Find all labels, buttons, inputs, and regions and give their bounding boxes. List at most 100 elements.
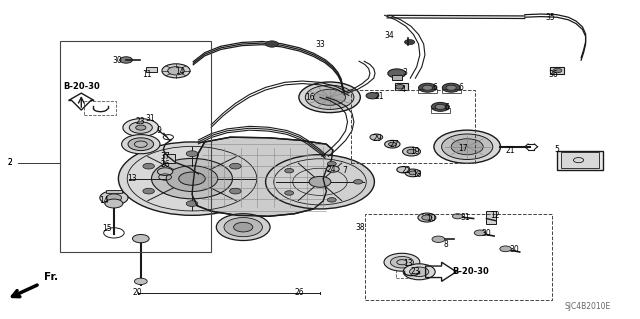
Bar [365,214,552,300]
Circle shape [422,215,432,220]
Circle shape [134,278,147,285]
Circle shape [474,230,486,236]
Text: 13: 13 [127,174,137,183]
Circle shape [162,64,190,78]
Text: 5: 5 [554,145,559,154]
Circle shape [234,222,253,232]
Circle shape [136,125,146,130]
Circle shape [157,168,173,175]
Bar [442,89,461,93]
Text: 22: 22 [402,167,411,175]
Bar [395,83,408,90]
Text: 6: 6 [444,103,449,112]
Circle shape [120,57,132,63]
Circle shape [442,83,460,92]
Circle shape [305,85,354,109]
Circle shape [405,169,420,177]
Circle shape [179,172,205,185]
Circle shape [327,198,336,202]
Circle shape [500,246,511,252]
Circle shape [100,191,128,205]
Circle shape [285,168,294,173]
Text: 9: 9 [156,126,161,135]
Text: Fr.: Fr. [44,272,58,282]
Text: 30: 30 [112,56,122,65]
Bar [392,75,402,80]
Circle shape [388,69,406,78]
Circle shape [403,264,435,280]
Circle shape [122,135,160,154]
Circle shape [326,166,339,172]
Circle shape [166,166,218,191]
Circle shape [384,253,420,271]
Text: B-20-30: B-20-30 [452,267,489,276]
Text: 36: 36 [548,70,559,78]
Circle shape [409,171,417,175]
Text: 6: 6 [458,83,463,92]
Circle shape [230,163,241,169]
Circle shape [410,267,429,277]
Text: 23: 23 [410,267,420,276]
Text: 13: 13 [403,259,413,268]
Text: 38: 38 [355,223,365,232]
Text: 35: 35 [545,13,556,22]
Circle shape [105,199,123,208]
Text: 33: 33 [315,40,325,48]
Text: 21: 21 [374,92,383,101]
Bar [60,41,211,252]
Text: 14: 14 [175,67,186,76]
Circle shape [143,163,154,169]
Text: 30: 30 [509,245,519,254]
Circle shape [553,68,562,73]
Text: 15: 15 [102,224,112,233]
Circle shape [396,85,404,89]
Text: 31: 31 [460,213,470,222]
Text: 14: 14 [99,197,109,205]
Text: 29: 29 [372,134,382,143]
Circle shape [123,119,159,137]
Circle shape [403,147,420,156]
Bar [418,89,437,93]
Circle shape [397,167,410,173]
Circle shape [432,236,445,242]
Circle shape [186,151,198,157]
Circle shape [451,139,483,155]
Circle shape [299,82,360,113]
Text: 31: 31 [145,115,155,123]
Circle shape [419,83,436,92]
Polygon shape [192,137,333,216]
Text: 17: 17 [458,144,468,153]
Text: 37: 37 [160,152,170,161]
Circle shape [230,188,241,194]
Circle shape [418,213,436,222]
Circle shape [435,104,445,109]
Circle shape [422,85,433,90]
Circle shape [309,176,331,187]
Text: 16: 16 [305,93,315,102]
Text: 23: 23 [136,117,146,126]
Circle shape [452,214,463,219]
Circle shape [106,194,122,202]
Text: 4: 4 [401,85,406,94]
Circle shape [285,191,294,195]
Bar [163,154,175,163]
Circle shape [385,140,400,148]
Circle shape [186,201,198,206]
Text: 20: 20 [132,288,143,297]
Circle shape [353,180,362,184]
Circle shape [327,161,336,166]
Bar [84,101,116,115]
Circle shape [152,159,232,199]
Text: 27: 27 [389,140,399,149]
Text: B-20-30: B-20-30 [63,82,100,91]
Circle shape [129,122,152,133]
Text: SJC4B2010E: SJC4B2010E [565,302,611,311]
Circle shape [216,214,270,241]
Circle shape [442,134,493,160]
Bar [557,151,603,170]
Circle shape [366,93,379,99]
Circle shape [314,89,346,105]
Bar [486,211,496,224]
Text: 30: 30 [481,229,492,238]
Bar [431,108,450,113]
